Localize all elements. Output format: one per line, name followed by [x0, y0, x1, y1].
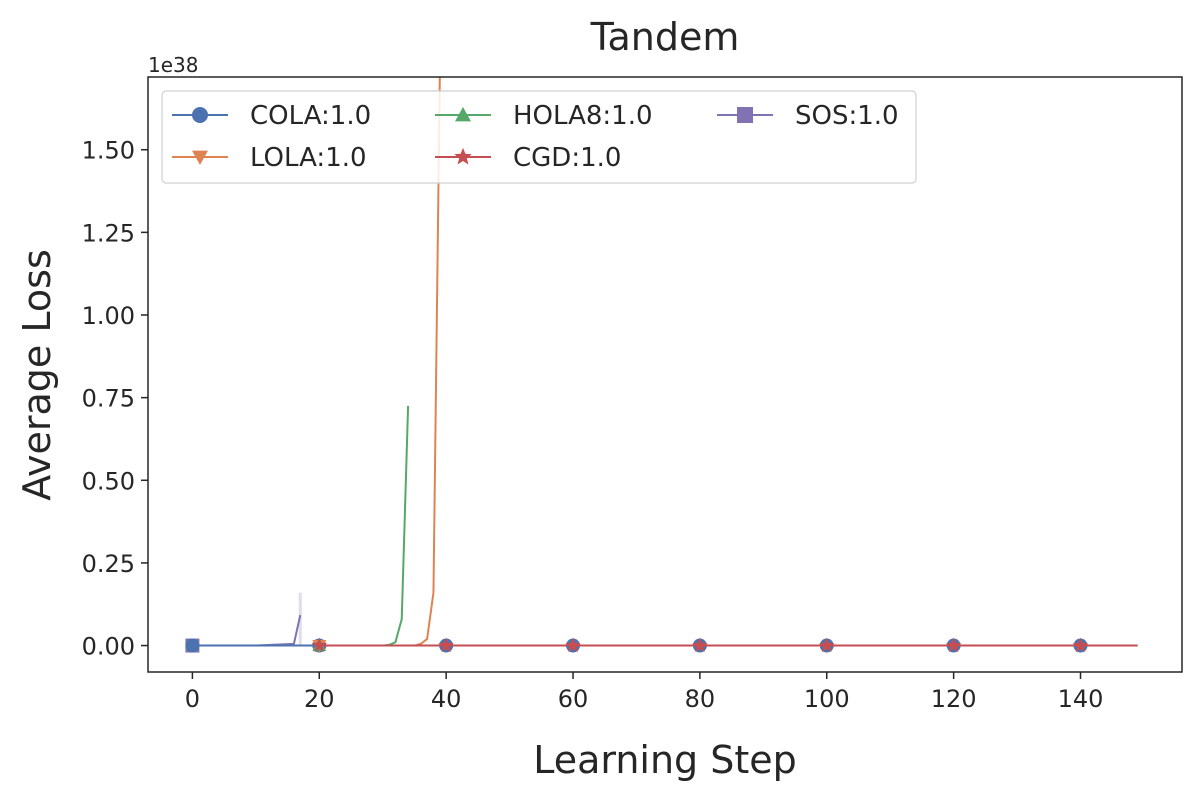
x-tick-label: 120	[931, 685, 977, 713]
x-tick-label: 40	[431, 685, 462, 713]
legend-label: LOLA:1.0	[250, 143, 367, 173]
series-layer	[185, 77, 1138, 653]
data-point-cgd-5	[945, 637, 962, 653]
x-tick-label: 20	[304, 685, 335, 713]
y-axis-offset-label: 1e38	[148, 53, 198, 77]
legend-item-lola: LOLA:1.0	[172, 143, 367, 173]
series-line-hola8	[319, 405, 410, 647]
legend-item-cgd: CGD:1.0	[435, 143, 621, 173]
legend-marker	[455, 107, 471, 122]
data-point-cgd-0	[311, 637, 327, 653]
y-axis-label: Average Loss	[15, 249, 59, 500]
legend-label: COLA:1.0	[250, 101, 371, 131]
y-tick-label: 0.00	[82, 633, 135, 661]
legend-item-hola8: HOLA8:1.0	[435, 101, 653, 131]
y-tick-label: 1.00	[82, 302, 135, 330]
legend: COLA:1.0 LOLA:1.0 HOLA8:1.0 CGD:1.0 SOS:1.0	[161, 90, 917, 184]
series-line-sos	[192, 614, 302, 647]
plot-frame	[147, 76, 1183, 673]
legend-item-cola: COLA:1.0	[172, 101, 371, 131]
x-tick-label: 60	[558, 685, 589, 713]
data-point-cola-0	[185, 638, 200, 653]
x-tick-label: 140	[1058, 685, 1104, 713]
y-tick-label: 0.75	[82, 385, 135, 413]
legend-marker	[192, 150, 208, 165]
y-tick-label: 1.50	[82, 137, 135, 165]
y-tick-label: 1.25	[82, 219, 135, 247]
legend-label: HOLA8:1.0	[513, 101, 653, 131]
data-point-cgd-2	[565, 637, 581, 653]
series-hola8	[312, 405, 410, 652]
data-point-cgd-4	[819, 637, 835, 653]
chart-title: Tandem	[590, 15, 740, 59]
series-cgd	[311, 637, 1138, 653]
axes-layer: 0 20 40 60 80 100 120 140 0.00 0.25 0.50 0.75 1.00 1.…	[82, 76, 1183, 713]
y-tick-label: 0.25	[82, 550, 135, 578]
legend-label: SOS:1.0	[795, 101, 899, 131]
x-axis-label: Learning Step	[533, 738, 797, 782]
x-tick-label: 0	[185, 685, 200, 713]
x-tick-label: 80	[685, 685, 716, 713]
legend-marker	[192, 107, 208, 123]
data-point-cgd-6	[1072, 637, 1089, 653]
data-point-cgd-3	[692, 637, 708, 653]
legend-label: CGD:1.0	[513, 143, 621, 173]
y-tick-label: 0.50	[82, 467, 135, 495]
legend-marker	[454, 147, 472, 165]
series-sos	[185, 614, 302, 653]
x-tick-label: 100	[804, 685, 850, 713]
legend-marker	[737, 107, 753, 123]
data-point-cgd-1	[438, 637, 454, 653]
legend-item-sos: SOS:1.0	[717, 101, 899, 131]
